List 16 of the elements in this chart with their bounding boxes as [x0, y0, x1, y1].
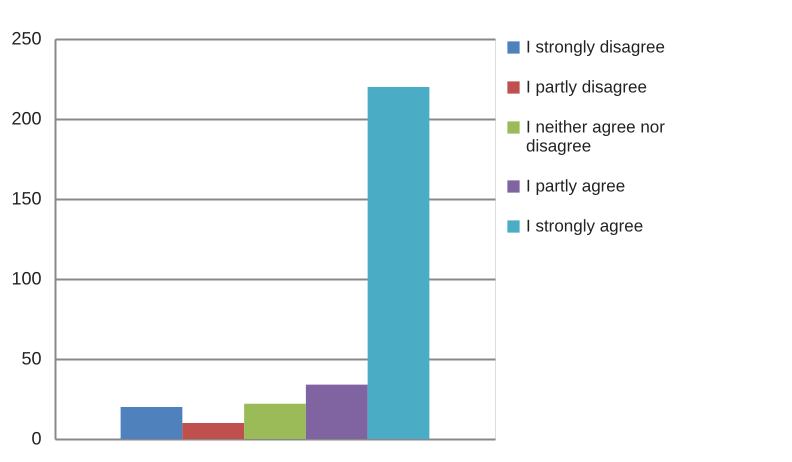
bar: [368, 87, 430, 439]
legend-label: I neither agree nor disagree: [526, 118, 666, 156]
legend-label: I partly disagree: [526, 78, 647, 96]
legend-label: I strongly disagree: [526, 38, 665, 56]
legend-label: I partly agree: [526, 176, 626, 196]
y-tick-label: 250: [11, 28, 42, 48]
bar: [244, 404, 306, 439]
bar: [306, 384, 368, 439]
y-tick-label: 100: [11, 268, 42, 288]
y-tick-label: 50: [21, 348, 42, 368]
y-tick-label: 200: [11, 108, 42, 128]
legend-label: I strongly agree: [526, 216, 644, 236]
bar: [182, 423, 244, 439]
y-tick-label: 150: [11, 188, 42, 208]
bar: [120, 407, 182, 439]
y-tick-label: 0: [31, 428, 42, 448]
